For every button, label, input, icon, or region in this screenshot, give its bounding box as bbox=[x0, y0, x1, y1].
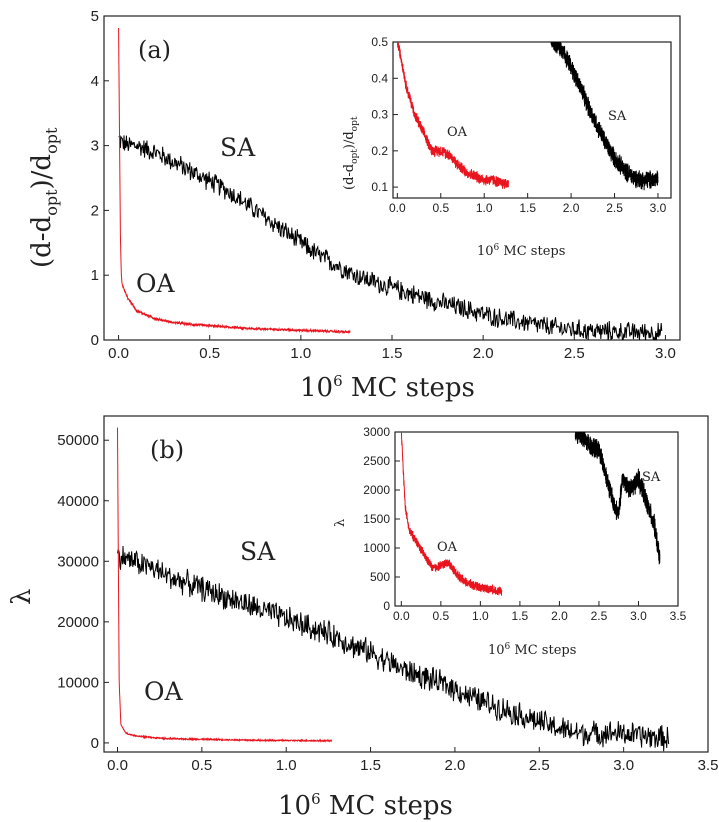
panel-b-inset-xtick-label: 0.0 bbox=[393, 609, 410, 623]
panel-a-xtick-label: 0.5 bbox=[199, 345, 220, 362]
panel-b-series-oa-line bbox=[117, 427, 333, 743]
panel-a: 0.0 0.5 1.0 1.5 2.0 2.5 3.0 0 1 2 3 4 5 (a) SA OA 0.… bbox=[27, 8, 681, 403]
panel-b-oa-label: OA bbox=[144, 677, 183, 706]
panel-a-inset-xtick-label: 2.0 bbox=[563, 201, 580, 215]
panel-b-ytick-label: 10000 bbox=[57, 674, 99, 691]
panel-b-xtick-label: 3.5 bbox=[698, 757, 719, 774]
panel-b-inset-xtick-label: 0.5 bbox=[433, 609, 450, 623]
panel-a-sa-label: SA bbox=[220, 133, 256, 162]
panel-b-inset-xtick-label: 3.5 bbox=[670, 609, 687, 623]
panel-b-inset-xtick-label: 2.0 bbox=[551, 609, 568, 623]
panel-b-inset-ytick-label: 500 bbox=[370, 570, 390, 584]
panel-a-inset-ytick-label: 0.1 bbox=[371, 180, 388, 194]
panel-b-ytick-label: 50000 bbox=[57, 432, 99, 449]
panel-b-inset-ytick-label: 1000 bbox=[363, 541, 390, 555]
panel-a-ytick-label: 0 bbox=[91, 332, 99, 349]
panel-b-inset-ytick-label: 3000 bbox=[363, 425, 390, 439]
panel-b-inset-xtick-label: 1.5 bbox=[512, 609, 529, 623]
panel-a-inset-series-oa-line bbox=[397, 42, 510, 189]
panel-a-inset-xtick-label: 3.0 bbox=[650, 201, 667, 215]
panel-b-inset-xtick-label: 2.5 bbox=[591, 609, 608, 623]
panel-b-inset: 0.0 0.5 1.0 1.5 2.0 2.5 3.0 3.5 0 500 1000 1500 2000… bbox=[333, 425, 687, 658]
panel-b-inset-series-oa-line bbox=[400, 432, 503, 596]
panel-b-xlabel: 106 MC steps bbox=[278, 790, 453, 821]
panel-b-sa-label: SA bbox=[240, 537, 276, 566]
panel-a-ytick-label: 1 bbox=[91, 267, 99, 284]
panel-a-inset-sa-label: SA bbox=[608, 109, 627, 124]
panel-b-ytick-label: 30000 bbox=[57, 553, 99, 570]
panel-b-xtick-label: 0.0 bbox=[107, 757, 128, 774]
panel-a-inset-oa-label: OA bbox=[447, 125, 468, 140]
panel-b-inset-ytick-label: 0 bbox=[383, 599, 390, 613]
panel-a-ytick-label: 4 bbox=[91, 73, 99, 90]
panel-b-xtick-label: 3.0 bbox=[613, 757, 634, 774]
panel-a-inset-ytick-label: 0.3 bbox=[371, 108, 388, 122]
panel-a-xtick-label: 0.0 bbox=[108, 345, 129, 362]
panel-a-xtick-label: 2.5 bbox=[564, 345, 585, 362]
panel-b-inset-sa-label: SA bbox=[642, 470, 661, 485]
panel-b-inset-ytick-label: 2000 bbox=[363, 483, 390, 497]
panel-b-inset-xtick-label: 3.0 bbox=[630, 609, 647, 623]
panel-a-inset-xtick-label: 0.0 bbox=[389, 201, 406, 215]
panel-b-inset-xlabel: 106 MC steps bbox=[488, 642, 576, 658]
panel-a-letter: (a) bbox=[138, 36, 171, 64]
panel-b-series-sa-line bbox=[117, 545, 670, 752]
panel-a-inset-ylabel: (d-dopt)/dopt bbox=[342, 116, 360, 190]
panel-b: 0.0 0.5 1.0 1.5 2.0 2.5 3.0 3.50100002000030000… bbox=[7, 415, 719, 821]
panel-a-inset-ytick-label: 0.5 bbox=[371, 35, 388, 49]
panel-a-xlabel: 106 MC steps bbox=[300, 372, 475, 403]
panel-a-inset: 0.0 0.5 1.0 1.5 2.0 2.5 3.00.10.20.30.40.5 OA … bbox=[342, 35, 672, 259]
panel-a-ylabel: (d-dopt)/dopt bbox=[27, 127, 61, 268]
panel-a-xtick-label: 1.5 bbox=[382, 345, 403, 362]
panel-a-xtick-label: 3.0 bbox=[655, 345, 676, 362]
panel-a-inset-xlabel: 106 MC steps bbox=[477, 243, 565, 259]
panel-b-ylabel: λ bbox=[7, 589, 37, 605]
panel-b-inset-ytick-label: 2500 bbox=[363, 454, 390, 468]
panel-b-ytick-label: 0 bbox=[91, 735, 99, 752]
panel-a-xtick-label: 2.0 bbox=[473, 345, 494, 362]
panel-a-xtick-label: 1.0 bbox=[290, 345, 311, 362]
panel-a-ytick-label: 5 bbox=[91, 8, 99, 25]
panel-a-inset-frame bbox=[392, 41, 672, 199]
panel-a-series-oa-line bbox=[118, 27, 351, 335]
panel-b-inset-xtick-label: 1.0 bbox=[472, 609, 489, 623]
panel-b-inset-oa-label: OA bbox=[437, 540, 458, 555]
panel-a-inset-xtick-label: 1.5 bbox=[519, 201, 536, 215]
panel-b-xtick-label: 2.5 bbox=[529, 757, 550, 774]
panel-a-inset-xtick-label: 1.0 bbox=[476, 201, 493, 215]
panel-b-xtick-label: 0.5 bbox=[191, 757, 212, 774]
panel-b-xtick-label: 2.0 bbox=[444, 757, 465, 774]
panel-a-ytick-label: 2 bbox=[91, 202, 99, 219]
panel-b-ytick-label: 20000 bbox=[57, 614, 99, 631]
panel-b-inset-series-sa-line bbox=[574, 432, 661, 565]
panel-b-ytick-label: 40000 bbox=[57, 493, 99, 510]
panel-b-inset-frame bbox=[394, 431, 679, 607]
panel-b-frame bbox=[103, 415, 709, 753]
panel-a-oa-label: OA bbox=[136, 269, 175, 298]
panel-a-inset-ytick-label: 0.4 bbox=[371, 71, 388, 85]
panel-b-xtick-label: 1.0 bbox=[276, 757, 297, 774]
panel-a-inset-ytick-label: 0.2 bbox=[371, 144, 388, 158]
panel-a-inset-xtick-label: 0.5 bbox=[432, 201, 449, 215]
panel-b-inset-ytick-label: 1500 bbox=[363, 512, 390, 526]
panel-b-letter: (b) bbox=[150, 436, 184, 464]
panel-b-inset-ylabel: λ bbox=[333, 519, 348, 527]
panel-a-inset-series-sa-line bbox=[550, 42, 659, 191]
panel-a-ytick-label: 3 bbox=[91, 138, 99, 155]
panel-b-xtick-label: 1.5 bbox=[360, 757, 381, 774]
panel-a-series-sa-line bbox=[118, 134, 663, 340]
panel-a-inset-xtick-label: 2.5 bbox=[606, 201, 623, 215]
